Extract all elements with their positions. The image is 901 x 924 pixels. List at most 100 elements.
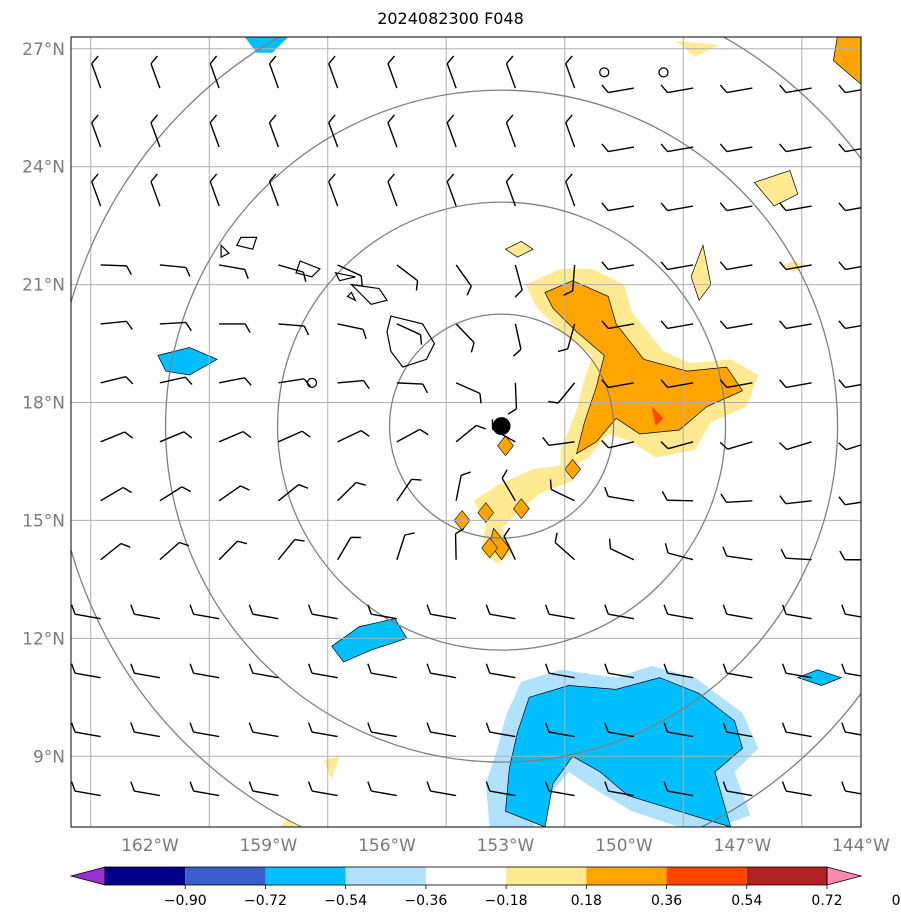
wind-barb bbox=[660, 320, 694, 330]
barb-staff bbox=[455, 323, 475, 344]
barb-flag bbox=[780, 548, 787, 559]
wind-barb bbox=[549, 479, 575, 502]
wind-barb bbox=[130, 781, 160, 797]
barb-flag bbox=[660, 202, 669, 211]
barb-staff bbox=[159, 321, 186, 325]
barb-flag bbox=[779, 84, 787, 94]
wind-barb bbox=[601, 261, 634, 271]
wind-barb bbox=[601, 320, 634, 330]
wind-barb bbox=[455, 471, 471, 501]
barb-flag bbox=[660, 84, 669, 94]
lat-tick-label: 24°N bbox=[22, 158, 65, 178]
wind-barb bbox=[503, 527, 517, 561]
barb-flag bbox=[506, 0, 512, 5]
wind-barb bbox=[602, 26, 634, 34]
barb-staff bbox=[328, 122, 339, 148]
barb-staff bbox=[455, 424, 477, 443]
island-outline bbox=[386, 315, 436, 368]
wind-barb bbox=[329, 0, 338, 29]
wind-barb bbox=[780, 26, 812, 34]
barb-flag bbox=[120, 542, 131, 548]
barb-flag bbox=[479, 393, 482, 404]
barb-flag bbox=[426, 663, 432, 674]
barb-staff bbox=[277, 539, 296, 561]
barb-flag bbox=[601, 202, 609, 211]
wind-barb bbox=[565, 173, 576, 207]
barb-flag bbox=[387, 114, 395, 124]
barb-flag bbox=[183, 431, 193, 439]
barb-staff bbox=[329, 5, 338, 29]
barb-staff bbox=[727, 441, 753, 450]
shaded-contour bbox=[690, 244, 712, 302]
wind-barb bbox=[565, 114, 576, 148]
wind-barb bbox=[219, 264, 249, 280]
colorbar-swatch bbox=[506, 867, 587, 885]
barb-flag bbox=[485, 604, 491, 615]
wind-barb bbox=[189, 722, 220, 738]
barb-staff bbox=[446, 122, 457, 148]
barb-flag bbox=[549, 479, 552, 490]
barb-staff bbox=[785, 323, 812, 330]
barb-flag bbox=[660, 320, 669, 329]
barb-staff bbox=[726, 264, 753, 271]
barb-staff bbox=[100, 486, 124, 502]
barb-flag bbox=[838, 261, 846, 270]
wind-barb bbox=[130, 722, 160, 738]
barb-staff bbox=[489, 613, 516, 620]
barb-flag bbox=[130, 722, 135, 733]
wind-barb bbox=[307, 663, 338, 679]
barb-staff bbox=[371, 731, 397, 738]
barb-staff bbox=[608, 495, 634, 502]
wind-barb bbox=[71, 781, 101, 797]
barb-flag bbox=[663, 663, 669, 674]
barb-flag bbox=[604, 486, 609, 497]
wind-barb bbox=[307, 722, 338, 738]
barb-staff bbox=[134, 672, 160, 679]
island-outline bbox=[295, 260, 321, 278]
barb-flag bbox=[71, 604, 76, 615]
barb-flag bbox=[485, 781, 491, 792]
wind-barb bbox=[566, 0, 575, 29]
barb-staff bbox=[667, 205, 694, 212]
barb-flag bbox=[565, 55, 573, 65]
colorbar-label: 0.54 bbox=[731, 893, 762, 909]
barb-flag bbox=[838, 496, 846, 506]
barb-flag bbox=[189, 722, 195, 733]
wind-barb bbox=[159, 321, 192, 332]
wind-barb bbox=[601, 379, 634, 389]
barb-staff bbox=[726, 146, 753, 153]
barb-flag bbox=[720, 26, 726, 34]
wind-barb bbox=[218, 377, 252, 386]
wind-barb bbox=[455, 264, 472, 296]
barb-flag bbox=[307, 604, 313, 615]
barb-flag bbox=[360, 430, 370, 437]
colorbar: −0.90 −0.72 −0.54 −0.36 −0.18 0.18 0.36 0.54 0.7… bbox=[69, 866, 901, 909]
wind-barb bbox=[447, 0, 456, 29]
barb-staff bbox=[845, 29, 871, 34]
barb-flag bbox=[422, 383, 429, 394]
islet-outline bbox=[306, 377, 318, 389]
wind-barb bbox=[720, 493, 753, 503]
wind-barb bbox=[719, 441, 753, 450]
barb-flag bbox=[387, 55, 395, 65]
barb-flag bbox=[185, 267, 191, 277]
wind-barb bbox=[91, 114, 102, 148]
wind-barb bbox=[159, 376, 193, 385]
barb-staff bbox=[785, 87, 812, 94]
range-ring bbox=[71, 37, 861, 827]
barb-flag bbox=[839, 26, 845, 34]
barb-staff bbox=[726, 87, 753, 94]
shaded-contour bbox=[753, 170, 799, 207]
barb-staff bbox=[193, 672, 220, 679]
barb-staff bbox=[278, 323, 305, 327]
barb-staff bbox=[554, 542, 576, 561]
barb-staff bbox=[371, 613, 397, 620]
wind-barb bbox=[446, 55, 457, 89]
barb-flag bbox=[663, 781, 669, 792]
barb-staff bbox=[548, 790, 575, 797]
barb-staff bbox=[100, 542, 122, 561]
barb-flag bbox=[544, 722, 550, 733]
barb-staff bbox=[667, 323, 694, 330]
shaded-contour bbox=[564, 459, 581, 480]
barb-flag bbox=[447, 0, 453, 5]
